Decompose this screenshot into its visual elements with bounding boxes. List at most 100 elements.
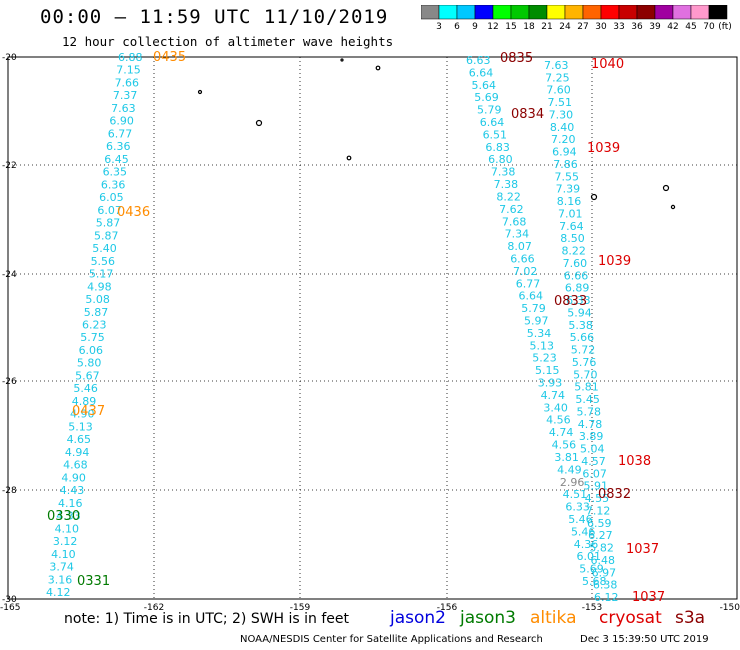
track-value: 3.93 [538, 377, 563, 390]
track-value: 4.74 [549, 426, 574, 439]
track-value: 6.01 [576, 550, 601, 563]
track-value: 7.51 [547, 96, 572, 109]
track-value: 5.91 [584, 480, 609, 493]
time-label: 0436 [117, 205, 150, 220]
track-value: 6.89 [565, 282, 590, 295]
track-value: 8.22 [561, 245, 586, 258]
track-value: 5.23 [532, 352, 557, 365]
track-value: 5.78 [577, 405, 602, 418]
color-scale-unit: (ft) [718, 22, 732, 32]
track-value: 3.81 [554, 451, 579, 464]
track-value: 7.55 [554, 170, 579, 183]
track-value: 4.57 [581, 455, 606, 468]
track-value: 4.10 [55, 522, 79, 535]
track-value: 5.38 [568, 319, 593, 332]
lon-label: -162 [144, 603, 164, 613]
island [662, 184, 670, 192]
track-value: 4.65 [67, 433, 92, 446]
color-scale-tick: 3 [436, 22, 442, 32]
track-value: 4.49 [557, 463, 582, 476]
track-value: 7.60 [563, 257, 588, 270]
lon-label: -159 [290, 603, 311, 613]
track-value: 7.02 [513, 265, 538, 278]
track-value: 4.56 [552, 439, 577, 452]
track-value: 7.86 [553, 158, 578, 171]
map-title: 00:00 – 11:59 UTC 11/10/2019 [40, 6, 389, 28]
track-value: 5.08 [85, 293, 110, 306]
color-scale-tick: 45 [685, 22, 697, 32]
track-value: 6.06 [79, 344, 104, 357]
track-value: 4.12 [46, 586, 71, 599]
island [197, 89, 203, 95]
track-value: 6.77 [516, 277, 541, 290]
track-value: 7.66 [115, 76, 140, 89]
time-label: 1040 [591, 57, 624, 72]
track-value: 6.80 [488, 153, 512, 166]
track-value: 5.75 [80, 331, 105, 344]
track-value: 6.77 [108, 127, 133, 140]
lon-label: -165 [0, 603, 20, 613]
lat-label: -24 [2, 270, 17, 280]
track-value: 7.01 [558, 207, 583, 220]
lat-label: -30 [2, 595, 17, 605]
color-scale-tick: 33 [613, 22, 625, 32]
track-value: 5.97 [524, 315, 549, 328]
track-value: 5.46 [568, 513, 593, 526]
track-value: 6.63 [466, 54, 491, 67]
track-value: 4.51 [563, 488, 588, 501]
track-value: 4.55 [585, 492, 610, 505]
track-value: 6.66 [510, 252, 535, 265]
color-scale-tick: 36 [631, 22, 643, 32]
track-value: 5.87 [96, 217, 121, 230]
track-value: 5.70 [573, 368, 598, 381]
track-value: 6.51 [483, 128, 508, 141]
track-value: 4.10 [51, 548, 75, 561]
track-value: 2.96 [560, 476, 585, 489]
track-value: 4.16 [58, 497, 83, 510]
track-value: 7.34 [505, 228, 529, 241]
lat-label: -28 [2, 486, 17, 496]
legend-jason2: jason2 [390, 608, 446, 628]
track-value: 6.38 [593, 579, 618, 592]
track-value: 5.82 [589, 542, 614, 555]
track-value: 5.66 [570, 331, 595, 344]
legend-note: note: 1) Time is in UTC; 2) SWH is in fe… [64, 611, 350, 627]
track-value: 6.36 [101, 178, 126, 191]
track-value: 7.64 [559, 220, 584, 233]
color-scale-tick: 27 [577, 22, 589, 32]
track-value: 7.25 [545, 71, 570, 84]
track-value: 4.89 [72, 395, 97, 408]
track-value: 5.76 [572, 356, 597, 369]
track-value: 7.39 [556, 183, 581, 196]
track-value: 4.43 [60, 484, 85, 497]
color-scale-tick: 9 [472, 22, 478, 32]
footer-credit: NOAA/NESDIS Center for Satellite Applica… [240, 634, 543, 645]
track-value: 3.12 [53, 535, 78, 548]
time-label: 1037 [632, 590, 665, 605]
legend-s3a: s3a [675, 608, 706, 628]
track-value: 6.59 [587, 517, 612, 530]
track-value: 5.15 [535, 364, 560, 377]
map-subtitle: 12 hour collection of altimeter wave hei… [62, 34, 394, 49]
track-value: 6.48 [591, 554, 616, 567]
color-scale-bar [421, 5, 728, 20]
track-value: 5.72 [571, 344, 596, 357]
time-label: 0331 [77, 574, 110, 589]
track-value: 5.64 [472, 79, 497, 92]
track-value: 5.13 [68, 420, 93, 433]
legend-jason3: jason3 [460, 608, 516, 628]
track-value: 8.16 [557, 195, 582, 208]
track-value: 5.34 [527, 327, 552, 340]
color-scale-tick: 42 [667, 22, 679, 32]
time-label: 1037 [626, 542, 659, 557]
island [340, 58, 344, 62]
legend-altika: altika [530, 608, 577, 628]
color-scale-tick: 30 [595, 22, 607, 32]
track-value: 4.36 [574, 538, 599, 551]
track-value: 5.45 [575, 393, 600, 406]
color-scale-tick: 70 [703, 22, 715, 32]
lon-label: -153 [582, 603, 602, 613]
track-value: 5.17 [89, 268, 114, 281]
island [375, 65, 381, 71]
track-value: 8.50 [560, 232, 585, 245]
